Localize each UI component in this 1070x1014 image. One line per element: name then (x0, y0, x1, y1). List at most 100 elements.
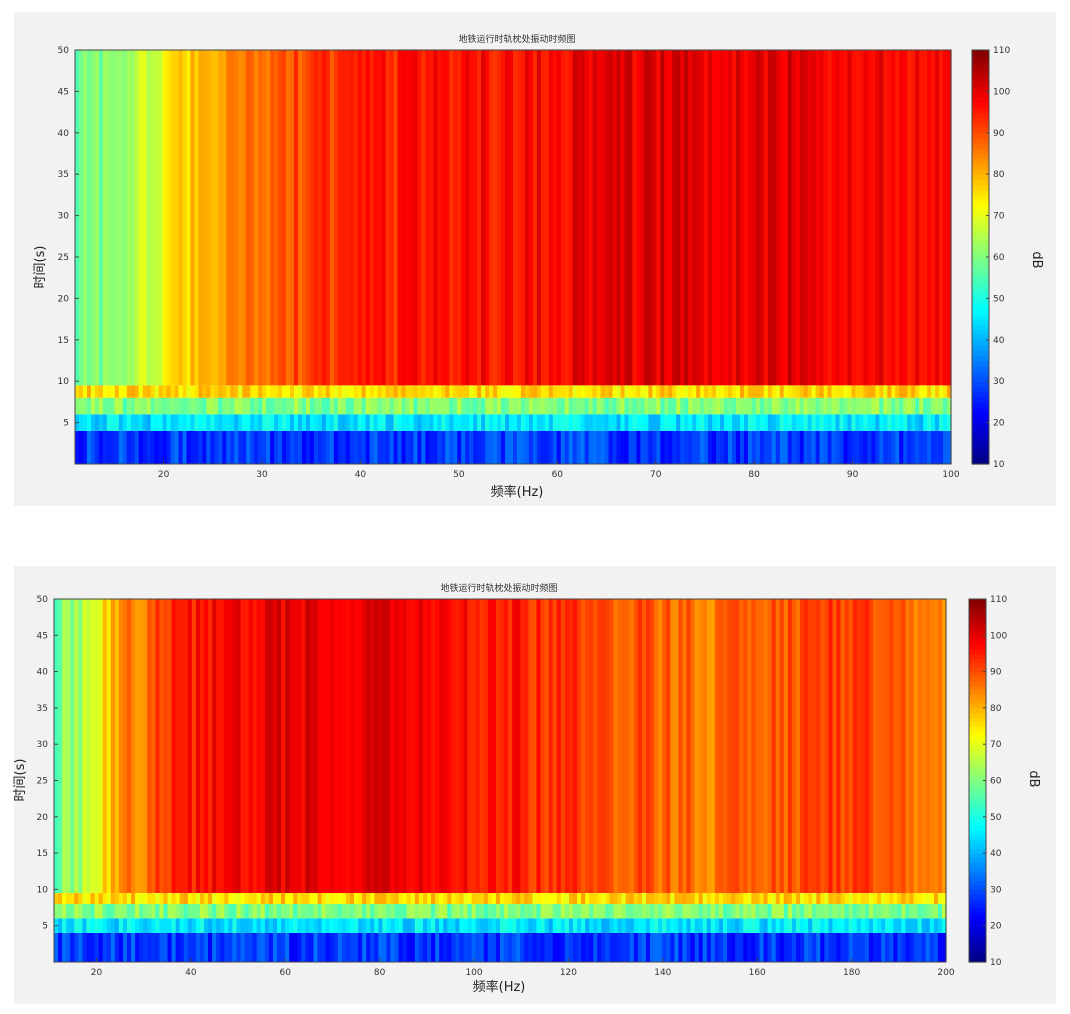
heat-cell (337, 50, 343, 386)
heat-cell (186, 414, 192, 431)
heat-cell (572, 430, 578, 464)
heat-cell (147, 903, 152, 919)
heat-cell (190, 397, 196, 415)
heat-cell (674, 599, 679, 894)
colorbar-segment (969, 766, 986, 773)
heat-cell (102, 893, 108, 904)
heat-cell (652, 50, 657, 386)
heat-cell (222, 385, 227, 398)
heat-cell (230, 50, 235, 386)
heat-cell (54, 599, 59, 894)
heat-cell (855, 430, 861, 464)
heat-cell (495, 893, 501, 904)
heat-cell (636, 414, 642, 431)
heat-cell (532, 893, 538, 904)
heat-cell (110, 599, 116, 894)
heat-cell (122, 385, 128, 398)
heat-cell (589, 918, 594, 933)
heat-cell (532, 430, 538, 464)
heat-cell (337, 932, 343, 962)
colorbar-segment (969, 621, 986, 627)
heat-cell (485, 385, 490, 398)
heat-cell (198, 414, 204, 431)
heat-cell (414, 918, 420, 933)
heat-cell (811, 50, 817, 386)
colorbar-tick-label: 80 (990, 704, 1002, 714)
heat-cell (907, 397, 912, 415)
heat-cell (401, 414, 407, 431)
heat-cell (106, 385, 112, 398)
heat-cell (252, 599, 258, 894)
heat-cell (577, 903, 582, 919)
colorbar-segment (972, 50, 989, 56)
heat-cell (712, 385, 717, 398)
heat-cell (584, 414, 590, 431)
heat-cell (637, 903, 643, 919)
heat-cell (684, 414, 689, 431)
heat-cell (155, 932, 161, 962)
heat-cell (358, 932, 363, 962)
heat-cell (552, 893, 558, 904)
heat-cell (891, 430, 896, 464)
heat-cell (628, 50, 634, 386)
heat-cell (240, 903, 246, 919)
heat-cell (167, 918, 173, 933)
y-tick-label: 35 (37, 704, 48, 714)
colorbar-segment (969, 952, 986, 959)
heat-cell (437, 50, 442, 386)
heat-cell (362, 893, 367, 904)
heat-cell (739, 385, 745, 398)
x-tick-label: 140 (654, 968, 671, 978)
heat-cell (463, 903, 469, 919)
colorbar-segment (969, 730, 986, 736)
heat-cell (475, 932, 481, 962)
heat-cell (759, 430, 765, 464)
heat-cell (131, 599, 136, 894)
heat-cell (226, 430, 231, 464)
heat-cell (824, 893, 830, 904)
heat-cell (250, 430, 255, 464)
heat-cell (138, 414, 144, 431)
heat-cell (505, 397, 510, 415)
colorbar-segment (972, 106, 989, 113)
heat-cell (337, 397, 343, 415)
heat-cell (377, 414, 383, 431)
heat-cell (556, 903, 562, 919)
heat-cell (495, 903, 501, 919)
y-tick-label: 50 (37, 595, 49, 605)
heat-cell (714, 903, 720, 919)
x-tick-label: 20 (91, 968, 103, 978)
heat-cell (868, 893, 874, 904)
heat-cell (767, 430, 773, 464)
heat-cell (847, 385, 853, 398)
heat-cell (875, 50, 880, 386)
colorbar-segment (972, 412, 989, 419)
heat-cell (110, 397, 116, 415)
heat-cell (357, 50, 363, 386)
heat-cell (242, 430, 247, 464)
heat-cell (670, 599, 675, 894)
heat-cell (560, 50, 566, 386)
heat-cell (560, 893, 566, 904)
heat-cell (427, 932, 432, 962)
heat-cell (568, 397, 574, 415)
heat-cell (301, 430, 307, 464)
heat-cell (305, 903, 311, 919)
heat-cell (600, 430, 606, 464)
heat-cell (893, 918, 898, 933)
heat-cell (264, 599, 270, 894)
colorbar-segment (969, 608, 986, 614)
heat-cell (210, 430, 215, 464)
heat-cell (873, 918, 878, 933)
heat-cell (791, 932, 797, 962)
heat-cell (106, 599, 112, 894)
heat-cell (690, 893, 696, 904)
y-tick-label: 15 (58, 336, 69, 346)
heat-cell (852, 599, 858, 894)
heat-cell (228, 918, 233, 933)
heat-cell (933, 893, 939, 904)
heat-cell (317, 385, 323, 398)
heat-cell (151, 932, 156, 962)
heat-cell (690, 599, 696, 894)
heat-cell (86, 414, 92, 431)
